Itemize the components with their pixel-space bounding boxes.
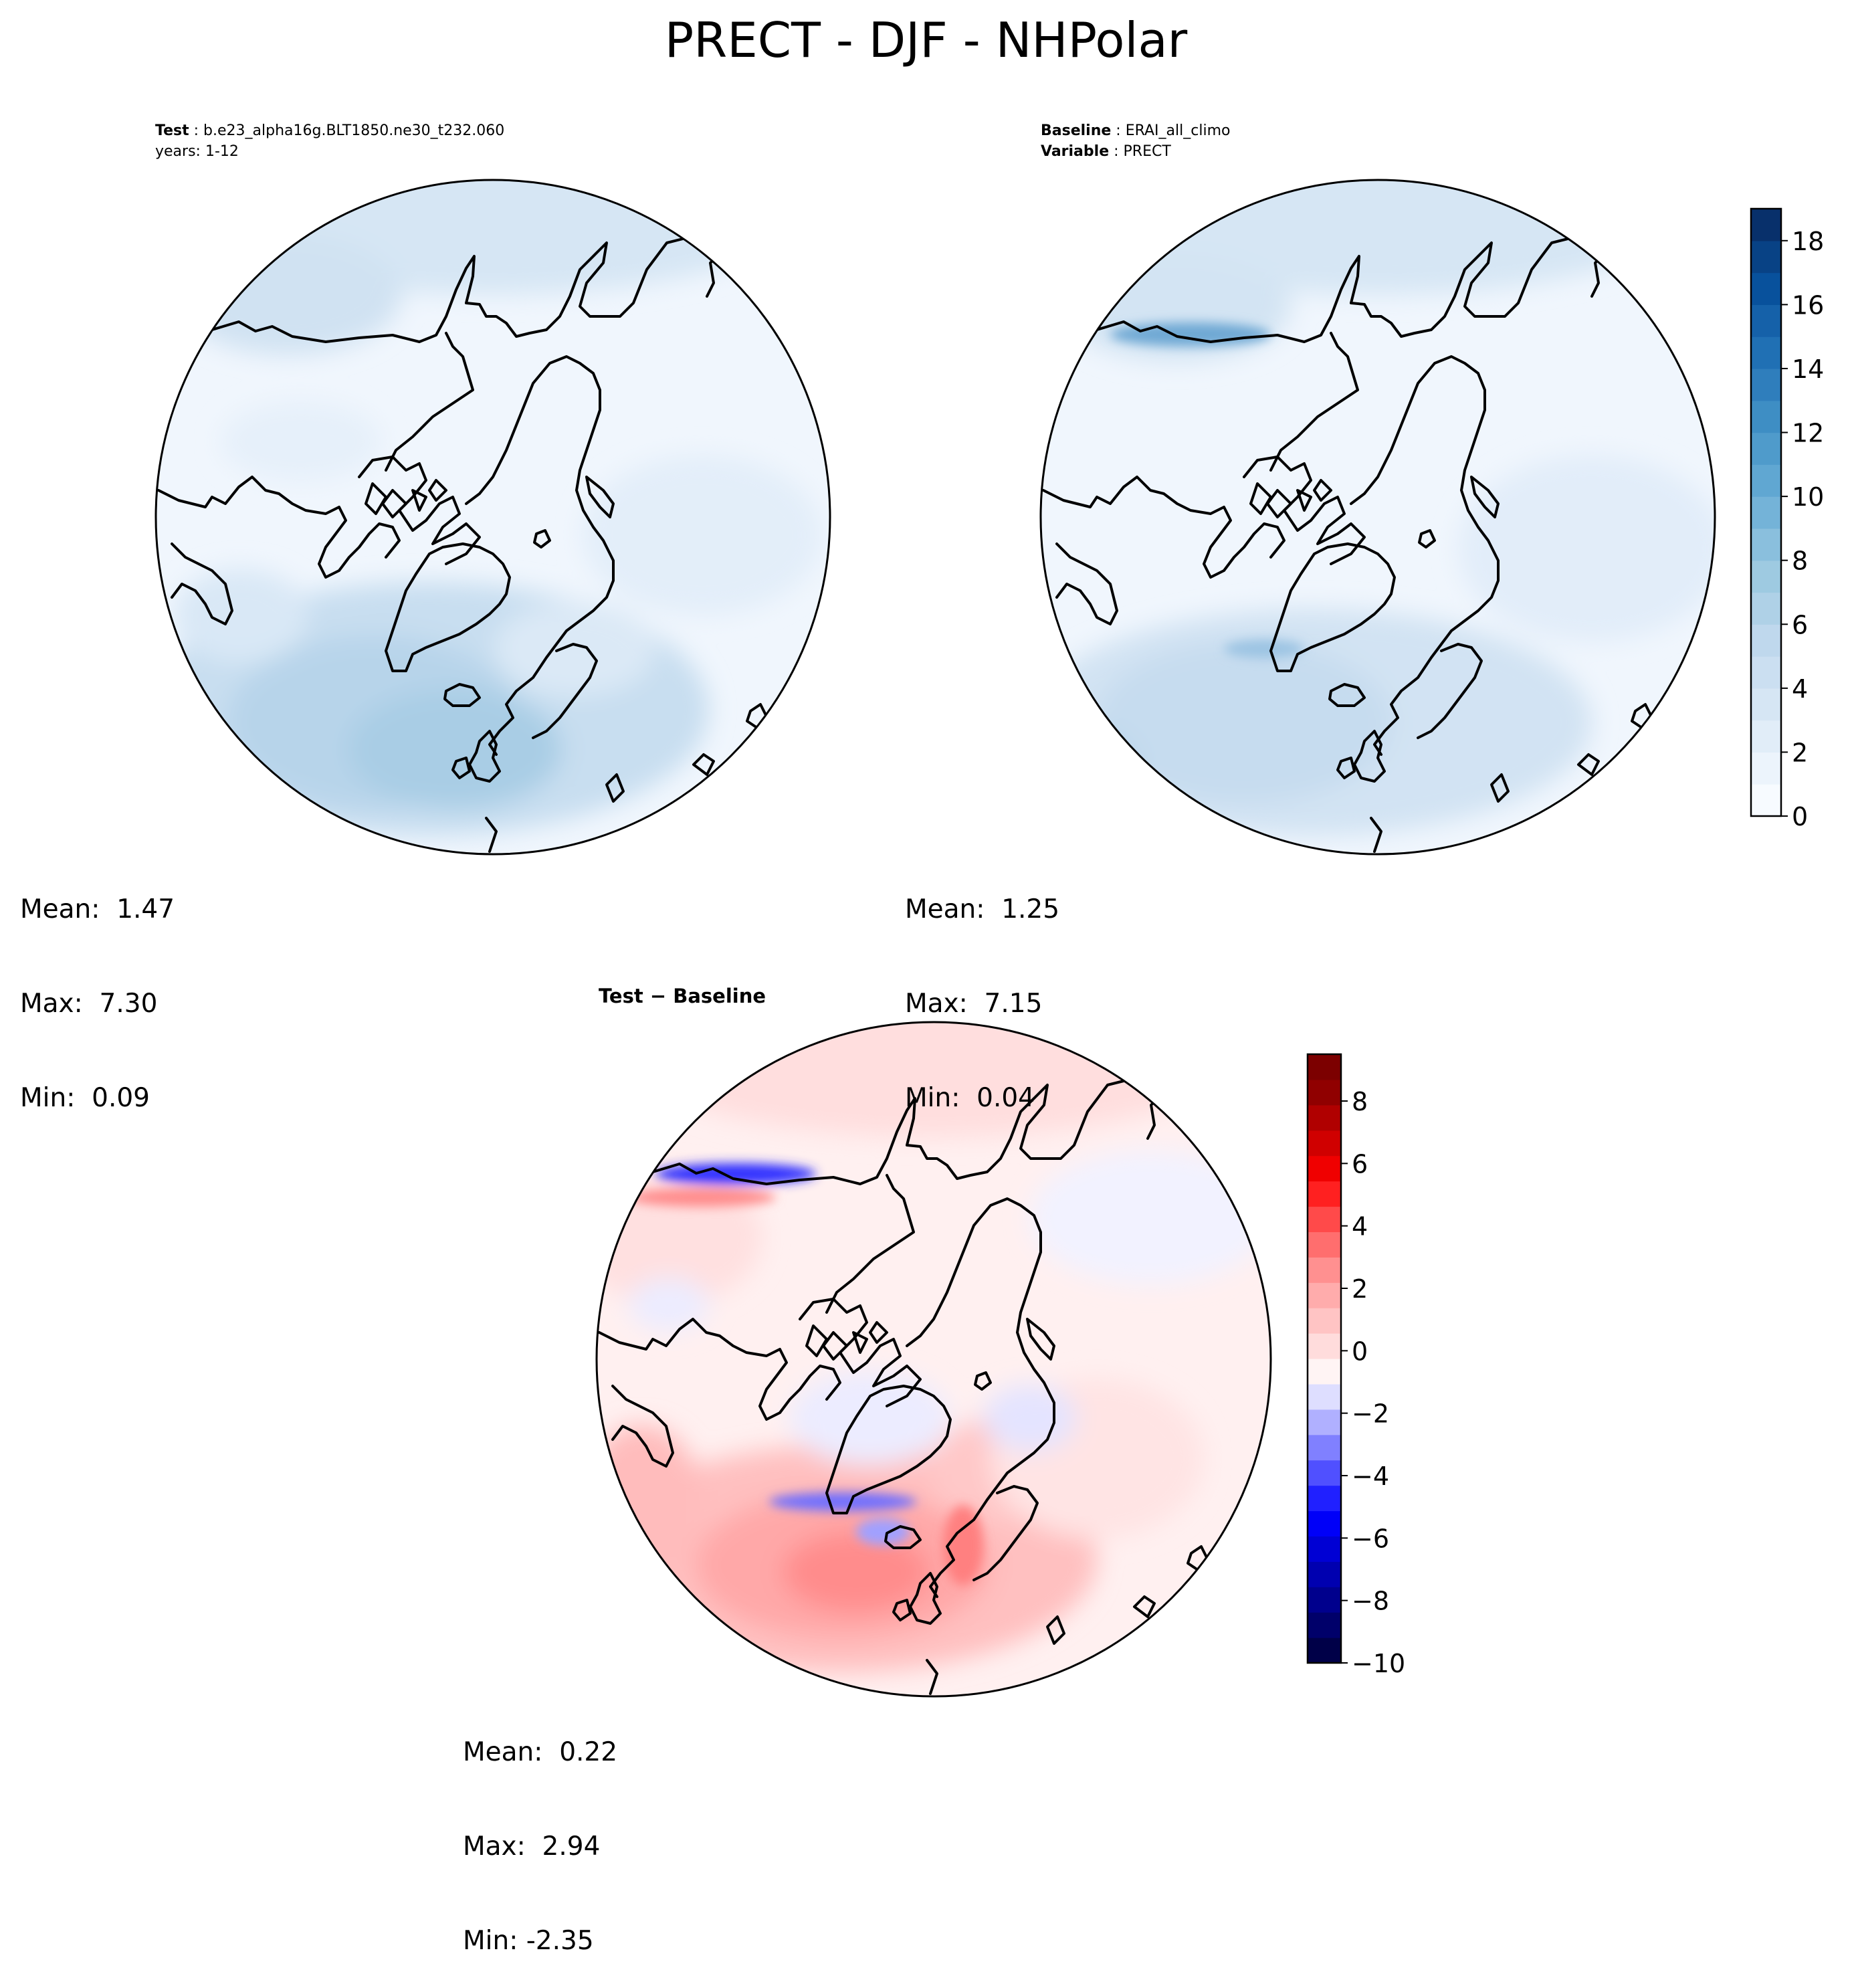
diff-colorbar-segment [1308, 1460, 1341, 1486]
baseline-colorbar-segment [1751, 272, 1781, 305]
test-max: Max: 7.30 [20, 989, 158, 1019]
baseline-map [1039, 179, 1716, 856]
baseline-colorbar-tick-label: 8 [1792, 546, 1808, 576]
diff-colorbar-tick-label: −8 [1352, 1587, 1389, 1616]
diff-colorbar-segment [1308, 1104, 1341, 1131]
test-mean: Mean: 1.47 [20, 894, 175, 924]
baseline-colorbar: 0 2 4 6 8 10 12 14 16 18 [1750, 207, 1824, 831]
baseline-colorbar-tick-label: 0 [1792, 802, 1808, 831]
baseline-colorbar-tick-label: 12 [1792, 419, 1824, 448]
baseline-header: Baseline : ERAI_all_climo [1041, 122, 1231, 139]
baseline-mean: Mean: 1.25 [905, 894, 1060, 924]
diff-colorbar-segment [1308, 1510, 1341, 1537]
baseline-colorbar-segment [1751, 336, 1781, 369]
baseline-colorbar-tick-label: 4 [1792, 674, 1808, 704]
diff-colorbar-segment [1308, 1587, 1341, 1613]
baseline-colorbar-segment [1751, 656, 1781, 689]
baseline-colorbar-segment [1751, 400, 1781, 433]
baseline-colorbar-segment [1751, 784, 1781, 817]
diff-colorbar-segment [1308, 1536, 1341, 1562]
baseline-colorbar-tick-label: 10 [1792, 482, 1824, 512]
diff-colorbar-segment [1308, 1561, 1341, 1587]
baseline-colorbar-tick-label: 16 [1792, 290, 1824, 320]
diff-colorbar-tick-label: 0 [1352, 1336, 1368, 1366]
diff-colorbar-segment [1308, 1359, 1341, 1385]
baseline-colorbar-segment [1751, 432, 1781, 465]
diff-colorbar-tick-label: 6 [1352, 1149, 1368, 1179]
test-header: Test : b.e23_alpha16g.BLT1850.ne30_t232.… [155, 122, 505, 139]
diff-colorbar-segment [1308, 1130, 1341, 1157]
diff-colorbar-segment [1308, 1637, 1341, 1664]
baseline-colorbar-segment [1751, 304, 1781, 337]
baseline-colorbar-segment [1751, 624, 1781, 657]
diff-mean: Mean: 0.22 [463, 1737, 618, 1767]
diff-colorbar-segment [1308, 1206, 1341, 1233]
diff-header: Test − Baseline [599, 985, 766, 1007]
diff-colorbar-tick-label: −6 [1352, 1524, 1389, 1553]
diff-colorbar-segment [1308, 1485, 1341, 1512]
baseline-max: Max: 7.15 [905, 989, 1043, 1019]
diff-colorbar: −10 −8 −6 −4 −2 0 2 4 6 8 [1306, 1053, 1405, 1678]
diff-colorbar-tick-label: 8 [1352, 1087, 1368, 1116]
baseline-colorbar-segment [1751, 209, 1781, 241]
diff-colorbar-segment [1308, 1155, 1341, 1182]
baseline-colorbar-segment [1751, 496, 1781, 529]
diff-colorbar-segment [1308, 1231, 1341, 1258]
diff-colorbar-segment [1308, 1409, 1341, 1435]
baseline-min: Min: 0.04 [905, 1083, 1035, 1113]
baseline-variable-key: Variable [1041, 143, 1110, 160]
diff-colorbar-tick-label: −4 [1352, 1462, 1389, 1491]
test-map [155, 179, 831, 856]
baseline-colorbar-segment [1751, 528, 1781, 561]
baseline-label-value: ERAI_all_climo [1125, 122, 1231, 139]
baseline-colorbar-segment [1751, 368, 1781, 401]
figure: 0 2 4 6 8 10 12 14 16 18 −10 −8 −6 −4 −2 0 2 4 6 8 [155, 179, 1824, 1698]
baseline-colorbar-segment [1751, 720, 1781, 753]
test-label-value: b.e23_alpha16g.BLT1850.ne30_t232.060 [203, 122, 505, 139]
baseline-colorbar-tick-label: 14 [1792, 355, 1824, 384]
diff-colorbar-segment [1308, 1181, 1341, 1207]
test-stats: Mean: 1.47 Max: 7.30 Min: 0.09 [20, 831, 175, 1145]
baseline-colorbar-segment [1751, 592, 1781, 625]
test-label-key: Test [155, 122, 189, 139]
diff-colorbar-frame [1306, 1053, 1342, 1664]
baseline-stats: Mean: 1.25 Max: 7.15 Min: 0.04 [905, 831, 1059, 1145]
baseline-colorbar-segment [1751, 240, 1781, 274]
baseline-colorbar-segment [1751, 560, 1781, 593]
diff-colorbar-segment [1308, 1434, 1341, 1461]
figure-title: PRECT - DJF - NHPolar [664, 12, 1188, 68]
diff-colorbar-tick-label: −2 [1352, 1399, 1389, 1429]
baseline-colorbar-tick-label: 2 [1792, 738, 1808, 767]
baseline-colorbar-segment [1751, 464, 1781, 497]
diff-max: Max: 2.94 [463, 1831, 601, 1862]
diff-colorbar-tick-label: −10 [1352, 1649, 1405, 1678]
test-years: years: 1-12 [155, 143, 239, 160]
diff-colorbar-tick-label: 2 [1352, 1274, 1368, 1304]
diff-colorbar-segment [1308, 1383, 1341, 1410]
diff-colorbar-segment [1308, 1282, 1341, 1308]
diff-colorbar-tick-label: 4 [1352, 1212, 1368, 1241]
diff-min: Min: -2.35 [463, 1926, 594, 1956]
baseline-colorbar-segment [1751, 752, 1781, 785]
baseline-label-key: Baseline [1041, 122, 1112, 139]
baseline-colorbar-tick-label: 6 [1792, 610, 1808, 639]
baseline-variable-value: PRECT [1123, 143, 1171, 160]
diff-colorbar-segment [1308, 1079, 1341, 1106]
diff-colorbar-segment [1308, 1308, 1341, 1334]
diff-colorbar-segment [1308, 1054, 1341, 1080]
baseline-colorbar-frame [1750, 207, 1782, 817]
diff-colorbar-segment [1308, 1257, 1341, 1283]
test-min: Min: 0.09 [20, 1083, 150, 1113]
diff-stats: Mean: 0.22 Max: 2.94 Min: -2.35 [463, 1674, 617, 1988]
diff-colorbar-segment [1308, 1612, 1341, 1638]
baseline-colorbar-tick-label: 18 [1792, 227, 1824, 256]
baseline-variable: Variable : PRECT [1041, 143, 1171, 160]
diff-colorbar-segment [1308, 1333, 1341, 1359]
baseline-colorbar-segment [1751, 688, 1781, 721]
